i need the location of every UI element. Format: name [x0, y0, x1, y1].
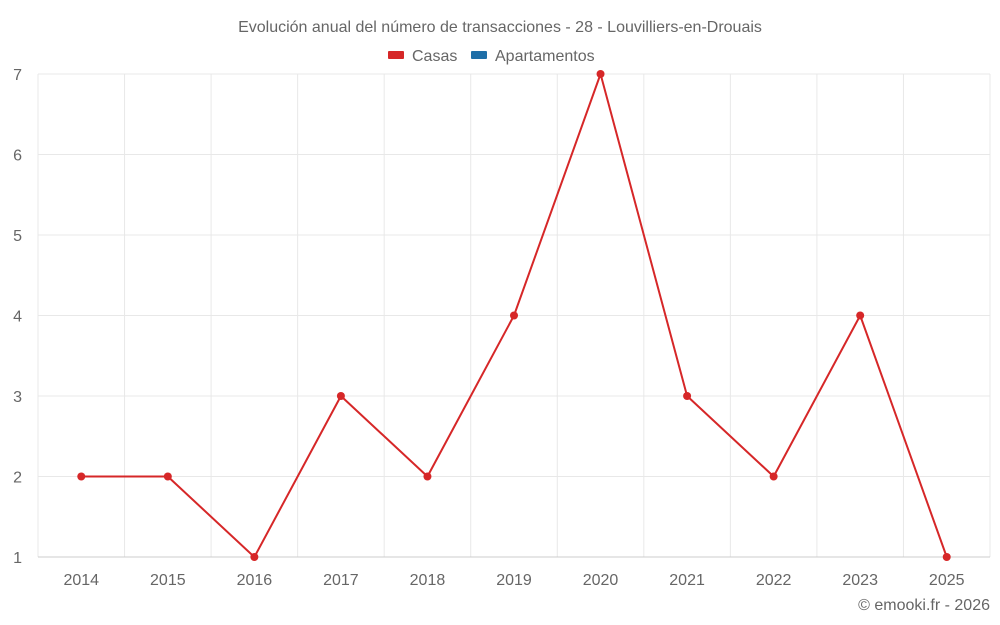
data-point-casas[interactable] — [683, 392, 692, 400]
x-tick-label: 2018 — [410, 572, 446, 589]
data-point-casas[interactable] — [77, 472, 86, 481]
data-point-casas[interactable] — [163, 472, 172, 481]
y-tick-label: 3 — [13, 389, 22, 406]
x-tick-label: 2017 — [323, 572, 359, 589]
legend-label-apartamentos[interactable]: Apartamentos — [495, 48, 595, 65]
y-tick-label: 4 — [13, 309, 22, 326]
x-tick-label: 2019 — [496, 572, 532, 589]
data-point-casas[interactable] — [423, 472, 432, 481]
x-tick-label: 2015 — [150, 572, 186, 589]
data-point-casas[interactable] — [596, 70, 605, 78]
x-tick-label: 2022 — [756, 572, 792, 589]
legend-item-apartamentos[interactable]: Apartamentos — [471, 48, 595, 65]
x-tick-label: 2023 — [842, 572, 878, 589]
data-point-casas[interactable] — [769, 472, 778, 481]
y-tick-label: 6 — [13, 148, 22, 165]
x-tick-label: 2021 — [669, 572, 705, 589]
x-tick-label: 2025 — [929, 572, 965, 589]
credit-text: © emooki.fr - 2026 — [858, 597, 990, 614]
y-tick-label: 5 — [13, 228, 22, 245]
y-tick-label: 2 — [13, 470, 22, 487]
plot-area: 1 2 3 4 5 6 7 2014 2015 2016 2017 2018 2019 2020 2021 2… — [13, 67, 991, 589]
x-tick-label: 2020 — [583, 572, 619, 589]
x-tick-label: 2016 — [237, 572, 273, 589]
data-point-casas[interactable] — [510, 311, 518, 320]
legend-swatch-apartamentos — [471, 51, 487, 59]
data-point-casas[interactable] — [336, 392, 345, 400]
y-tick-label: 1 — [13, 550, 22, 567]
x-tick-label: 2014 — [63, 572, 99, 589]
data-point-casas[interactable] — [856, 311, 865, 320]
legend[interactable]: Casas Apartamentos — [388, 48, 595, 65]
legend-item-casas[interactable]: Casas — [388, 48, 457, 65]
legend-swatch-casas — [388, 51, 404, 59]
chart-title: Evolución anual del número de transaccio… — [238, 19, 762, 36]
legend-label-casas[interactable]: Casas — [412, 48, 457, 65]
y-tick-label: 7 — [13, 67, 22, 84]
data-point-casas[interactable] — [250, 553, 259, 561]
data-point-casas[interactable] — [942, 553, 951, 561]
